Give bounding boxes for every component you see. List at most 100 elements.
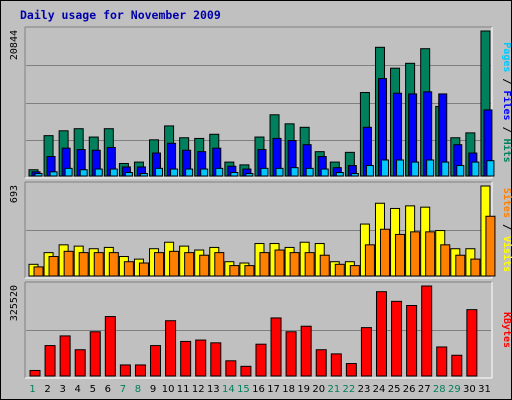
bar-kbytes-day-26 [406, 304, 418, 377]
bar-pages-day-23 [365, 165, 374, 177]
bar-kbytes-day-9 [150, 345, 162, 377]
legend-part: Pages [501, 42, 512, 72]
bar-pages-day-26 [411, 161, 420, 177]
x-tick-day-29: 29 [448, 384, 461, 395]
x-tick-day-21: 21 [327, 384, 340, 395]
bar-pages-day-17 [275, 167, 284, 177]
bar-kbytes-day-28 [436, 346, 448, 377]
bar-kbytes-day-20 [315, 349, 327, 377]
bar-kbytes-day-7 [119, 364, 131, 377]
legend-part: Sites [501, 188, 512, 218]
bar-sites-day-13 [214, 252, 225, 277]
bar-kbytes-day-2 [44, 345, 56, 377]
bar-kbytes-day-16 [255, 343, 267, 377]
bar-pages-day-9 [155, 167, 164, 177]
x-tick-day-26: 26 [403, 384, 416, 395]
bar-kbytes-day-5 [89, 331, 101, 377]
x-tick-day-17: 17 [267, 384, 280, 395]
legend-visits: Sites / Visits [501, 188, 512, 272]
bar-kbytes-day-3 [59, 335, 71, 377]
chart-title: Daily usage for November 2009 [20, 8, 221, 22]
x-tick-day-3: 3 [59, 384, 65, 395]
x-tick-day-1: 1 [29, 384, 35, 395]
x-tick-day-8: 8 [135, 384, 141, 395]
bar-sites-day-19 [304, 252, 315, 277]
bar-sites-day-16 [259, 252, 270, 277]
bar-sites-day-6 [108, 252, 119, 277]
bar-kbytes-day-29 [451, 354, 463, 377]
bar-kbytes-day-6 [104, 316, 116, 377]
bar-sites-day-1 [33, 266, 44, 277]
x-tick-day-25: 25 [388, 384, 401, 395]
bar-sites-day-29 [455, 254, 466, 277]
bar-kbytes-day-4 [74, 349, 86, 377]
x-tick-day-12: 12 [192, 384, 205, 395]
bar-pages-day-4 [79, 169, 88, 177]
bar-sites-day-17 [274, 249, 285, 277]
bar-kbytes-day-1 [29, 369, 41, 377]
bar-sites-day-22 [349, 265, 360, 277]
bar-kbytes-day-11 [180, 340, 192, 377]
bar-kbytes-day-25 [391, 300, 403, 377]
bar-pages-day-7 [124, 172, 133, 177]
bar-sites-day-8 [138, 262, 149, 277]
x-tick-day-13: 13 [207, 384, 220, 395]
bar-pages-day-10 [170, 168, 179, 177]
bar-pages-day-16 [260, 167, 269, 177]
x-tick-day-14: 14 [222, 384, 235, 395]
bar-sites-day-9 [154, 252, 165, 277]
bar-pages-day-25 [396, 159, 405, 177]
bar-pages-day-31 [486, 160, 495, 177]
bar-sites-day-11 [184, 252, 195, 277]
bar-sites-day-4 [78, 252, 89, 277]
bar-pages-day-12 [200, 168, 209, 177]
bar-pages-day-27 [426, 159, 435, 177]
bar-sites-day-23 [364, 244, 375, 277]
bar-pages-day-30 [471, 161, 480, 177]
bar-pages-day-5 [94, 168, 103, 177]
x-tick-day-2: 2 [44, 384, 50, 395]
bar-pages-day-6 [109, 168, 118, 177]
bar-kbytes-day-17 [270, 317, 282, 377]
x-tick-day-27: 27 [418, 384, 431, 395]
bar-sites-day-31 [485, 215, 496, 277]
bar-kbytes-day-12 [195, 339, 207, 377]
bar-sites-day-27 [425, 231, 436, 277]
x-tick-day-18: 18 [282, 384, 295, 395]
bar-pages-day-11 [185, 168, 194, 177]
x-tick-day-7: 7 [120, 384, 126, 395]
x-tick-day-22: 22 [343, 384, 356, 395]
bar-sites-day-25 [395, 233, 406, 277]
bar-sites-day-12 [199, 254, 210, 277]
legend-part: Hits [501, 139, 512, 163]
bar-pages-day-2 [49, 171, 58, 177]
bar-pages-day-8 [139, 173, 148, 177]
bar-kbytes-day-18 [285, 331, 297, 377]
legend-part: Visits [501, 236, 512, 272]
y-axis-max-hits: 20844 [9, 30, 20, 60]
bar-sites-day-3 [63, 250, 74, 277]
bar-sites-day-14 [229, 265, 240, 277]
y-axis-max-visits: 693 [9, 185, 20, 203]
bar-sites-day-10 [169, 250, 180, 277]
bar-kbytes-day-23 [360, 327, 372, 377]
bar-kbytes-day-24 [375, 291, 387, 377]
bar-kbytes-day-15 [240, 365, 252, 377]
bar-pages-day-19 [305, 167, 314, 177]
bar-pages-day-3 [64, 167, 73, 177]
bar-pages-day-21 [335, 172, 344, 177]
x-tick-day-24: 24 [373, 384, 386, 395]
bar-kbytes-day-21 [330, 353, 342, 377]
bar-pages-day-22 [350, 173, 359, 177]
bar-kbytes-day-13 [210, 342, 222, 377]
bar-pages-day-28 [441, 161, 450, 177]
bar-pages-day-15 [245, 173, 254, 177]
legend-part: / [501, 121, 512, 139]
bar-kbytes-day-8 [134, 364, 146, 377]
bar-pages-day-20 [320, 168, 329, 177]
bar-kbytes-day-10 [165, 320, 177, 377]
bar-sites-day-26 [410, 231, 421, 277]
bar-sites-day-20 [319, 254, 330, 277]
